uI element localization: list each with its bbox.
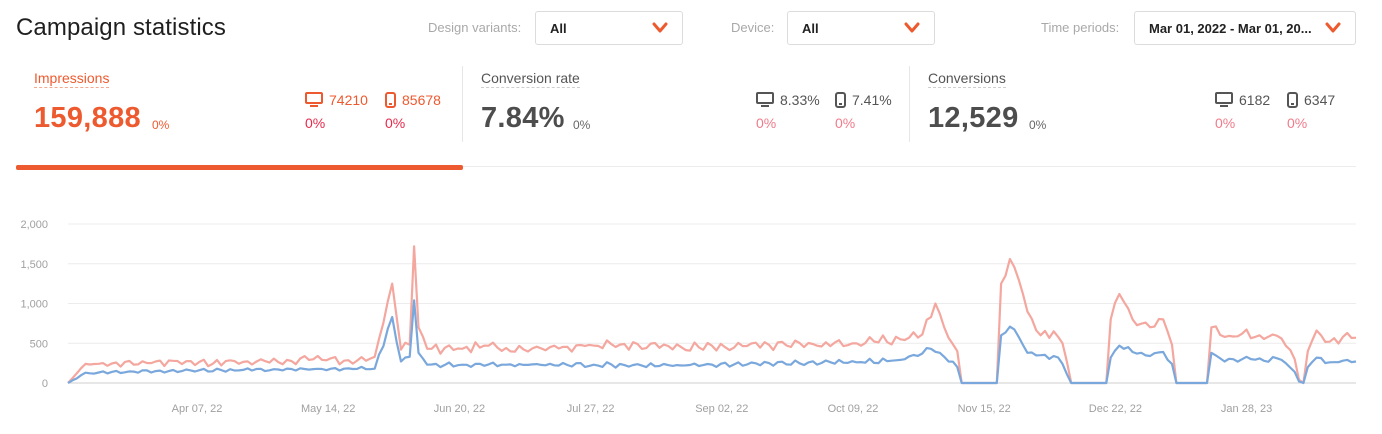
page-title: Campaign statistics: [16, 14, 226, 41]
mobile-change: 0%: [835, 115, 856, 131]
metric-value: 7.84%: [481, 102, 565, 134]
y-tick-label: 1,000: [20, 299, 48, 311]
active-tab-indicator: [16, 165, 463, 170]
chevron-down-icon: [652, 22, 668, 33]
x-tick-label: Jan 28, 23: [1221, 403, 1272, 415]
x-tick-label: Nov 15, 22: [958, 403, 1011, 415]
desktop-icon: [305, 92, 323, 107]
y-tick-label: 2,000: [20, 219, 48, 231]
time-periods-value: Mar 01, 2022 - Mar 01, 20...: [1149, 20, 1312, 36]
mobile-icon: [1287, 92, 1298, 108]
desktop-change: 0%: [305, 115, 326, 131]
desktop-value: 8.33%: [780, 92, 820, 108]
metric-divider: [462, 66, 463, 142]
time-periods-select[interactable]: Mar 01, 2022 - Mar 01, 20...: [1134, 11, 1356, 45]
time-periods-label: Time periods:: [1041, 20, 1120, 35]
design-variants-value: All: [550, 20, 567, 36]
device-select[interactable]: All: [787, 11, 935, 45]
metric-change: 0%: [573, 118, 591, 132]
metric-title: Conversion rate: [481, 70, 580, 88]
mobile-value: 6347: [1304, 92, 1336, 108]
metric-tab-conversions[interactable]: Conversions 12,529 0% 6182 6347 0% 0%: [910, 62, 1356, 170]
impressions-line-chart[interactable]: 2,000 1,500 1,000 500 0 Apr 07, 22 May 14, 22 J…: [0, 196, 1382, 434]
desktop-stat: 8.33%: [756, 92, 820, 108]
total-impressions-line: [67, 245, 1357, 385]
mobile-value: 85678: [402, 92, 441, 108]
desktop-stat: 74210: [305, 92, 368, 108]
y-tick-label: 0: [42, 378, 48, 390]
desktop-icon: [1215, 92, 1233, 107]
metric-title: Impressions: [34, 70, 110, 88]
desktop-change: 0%: [1215, 115, 1236, 131]
mobile-stat: 7.41%: [835, 92, 892, 108]
tabs-divider: [16, 166, 1356, 167]
desktop-value: 74210: [329, 92, 368, 108]
desktop-impressions-line: [67, 299, 1357, 385]
mobile-change: 0%: [1287, 115, 1308, 131]
y-tick-label: 500: [30, 338, 48, 350]
metric-change: 0%: [1029, 118, 1047, 132]
x-tick-label: Oct 09, 22: [828, 403, 879, 415]
mobile-stat: 85678: [385, 92, 441, 108]
device-value: All: [802, 20, 819, 36]
metric-value: 12,529: [928, 102, 1019, 134]
metric-divider: [909, 66, 910, 142]
metric-title: Conversions: [928, 70, 1006, 88]
chevron-down-icon: [1325, 22, 1341, 33]
mobile-change: 0%: [385, 115, 406, 131]
chevron-down-icon: [904, 22, 920, 33]
x-tick-label: May 14, 22: [301, 403, 355, 415]
metric-value: 159,888: [34, 102, 141, 134]
desktop-change: 0%: [756, 115, 777, 131]
x-tick-label: Apr 07, 22: [172, 403, 223, 415]
x-tick-label: Sep 02, 22: [695, 403, 748, 415]
metric-tab-impressions[interactable]: Impressions 159,888 0% 74210 85678 0% 0%: [16, 62, 463, 170]
x-tick-label: Dec 22, 22: [1089, 403, 1142, 415]
x-tick-label: Jul 27, 22: [567, 403, 615, 415]
desktop-value: 6182: [1239, 92, 1271, 108]
metric-change: 0%: [152, 118, 170, 132]
mobile-icon: [385, 92, 396, 108]
x-tick-label: Jun 20, 22: [434, 403, 485, 415]
metric-tab-conversion-rate[interactable]: Conversion rate 7.84% 0% 8.33% 7.41% 0% …: [463, 62, 909, 170]
design-variants-select[interactable]: All: [535, 11, 683, 45]
mobile-value: 7.41%: [852, 92, 892, 108]
y-tick-label: 1,500: [20, 259, 48, 271]
mobile-stat: 6347: [1287, 92, 1335, 108]
design-variants-label: Design variants:: [428, 20, 522, 35]
mobile-icon: [835, 92, 846, 108]
device-label: Device:: [731, 20, 775, 35]
desktop-stat: 6182: [1215, 92, 1270, 108]
desktop-icon: [756, 92, 774, 107]
